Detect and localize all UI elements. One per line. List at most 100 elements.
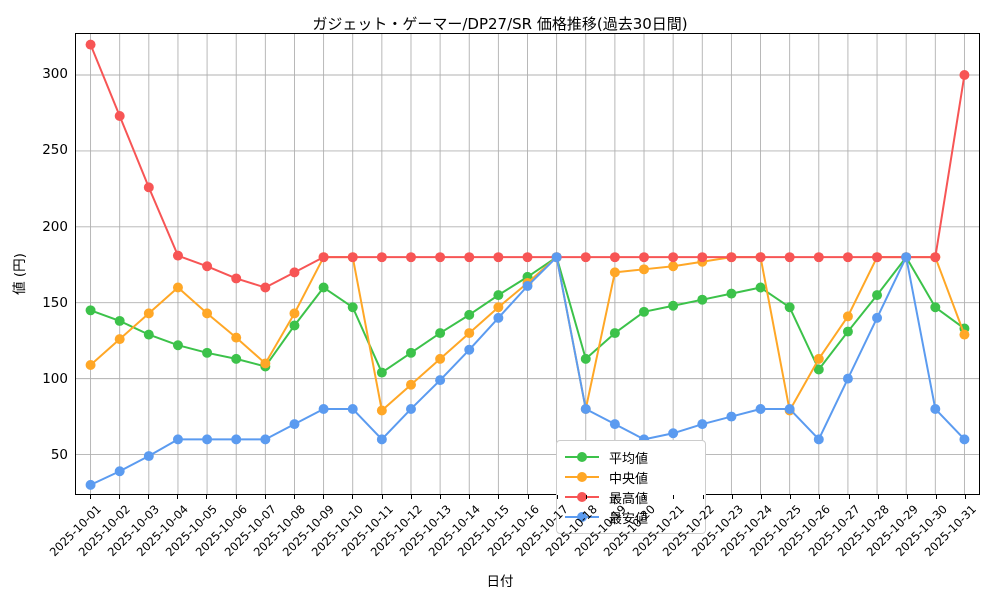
- legend-swatch-icon: [565, 510, 599, 524]
- data-point: [697, 294, 708, 305]
- data-point: [376, 434, 387, 445]
- data-point: [609, 252, 620, 263]
- x-tick-mark: [790, 495, 792, 499]
- data-point: [114, 334, 125, 345]
- data-point: [726, 288, 737, 299]
- legend-item[interactable]: 中央値: [565, 467, 697, 487]
- data-point: [202, 347, 213, 358]
- chart-legend: 平均値中央値 最高値最安値: [556, 440, 706, 534]
- x-tick-mark: [644, 495, 646, 499]
- data-point: [609, 328, 620, 339]
- data-point: [609, 267, 620, 278]
- data-point: [551, 252, 562, 263]
- data-point: [376, 367, 387, 378]
- data-point: [172, 282, 183, 293]
- data-point: [493, 290, 504, 301]
- x-tick-mark: [702, 495, 704, 499]
- data-point: [172, 434, 183, 445]
- data-point: [405, 379, 416, 390]
- data-point: [347, 404, 358, 414]
- data-point: [668, 300, 679, 311]
- x-tick-mark: [761, 495, 763, 499]
- x-tick-mark: [877, 495, 879, 499]
- x-tick-mark: [177, 495, 179, 499]
- legend-label: 中央値: [609, 471, 649, 487]
- data-point: [260, 358, 271, 369]
- y-axis-ticks: 50 100 150 200 250 300: [10, 33, 82, 495]
- legend-swatch-icon: [565, 450, 599, 464]
- data-point: [202, 261, 213, 272]
- data-point: [813, 434, 824, 445]
- x-tick-mark: [147, 495, 149, 499]
- data-point: [842, 373, 853, 384]
- data-point: [697, 419, 708, 430]
- data-point: [405, 252, 416, 263]
- legend-label: 最安値: [609, 511, 649, 527]
- legend-swatch-icon: [565, 490, 599, 504]
- series-4: [85, 252, 970, 490]
- data-point: [726, 411, 737, 422]
- y-tick-label: 200: [42, 218, 68, 235]
- data-point: [289, 320, 300, 331]
- y-tick-label: 50: [50, 447, 68, 464]
- legend-item[interactable]: 最高値: [565, 487, 697, 507]
- data-point: [202, 308, 213, 319]
- data-point: [930, 404, 941, 414]
- x-tick-mark: [907, 495, 909, 499]
- data-point: [318, 252, 329, 263]
- data-point: [522, 281, 533, 291]
- data-point: [405, 404, 416, 414]
- data-point: [435, 252, 446, 263]
- data-point: [405, 347, 416, 358]
- data-point: [435, 375, 446, 386]
- data-point: [639, 252, 650, 263]
- data-point: [784, 404, 795, 414]
- y-tick-label: 300: [42, 66, 68, 83]
- x-tick-mark: [848, 495, 850, 499]
- data-point: [522, 252, 533, 263]
- data-point: [784, 252, 795, 263]
- data-point: [289, 419, 300, 430]
- data-point: [639, 306, 650, 317]
- data-point: [172, 340, 183, 351]
- data-point: [813, 364, 824, 375]
- data-point: [231, 353, 242, 364]
- data-point: [872, 312, 883, 323]
- legend-item[interactable]: 平均値: [565, 447, 697, 467]
- legend-label: 平均値: [609, 451, 649, 467]
- data-point: [85, 305, 96, 316]
- series-3: [85, 39, 970, 293]
- data-point: [639, 264, 650, 275]
- data-point: [755, 252, 766, 263]
- data-point: [609, 419, 620, 430]
- data-point: [930, 302, 941, 313]
- data-point: [493, 302, 504, 313]
- data-point: [580, 353, 591, 364]
- legend-item[interactable]: 最安値: [565, 507, 697, 527]
- data-point: [668, 252, 679, 263]
- data-point: [726, 252, 737, 263]
- x-tick-mark: [439, 495, 441, 499]
- y-tick-label: 100: [42, 371, 68, 388]
- data-point: [114, 111, 125, 121]
- data-point: [959, 434, 970, 445]
- data-point: [231, 434, 242, 445]
- data-point: [813, 353, 824, 364]
- legend-swatch-icon: [565, 470, 599, 484]
- data-point: [289, 308, 300, 319]
- series-layer: [85, 39, 970, 490]
- data-point: [464, 252, 475, 263]
- x-tick-mark: [556, 495, 558, 499]
- data-point: [202, 434, 213, 445]
- data-point: [143, 182, 154, 193]
- data-point: [85, 359, 96, 370]
- data-point: [85, 479, 96, 490]
- x-tick-mark: [235, 495, 237, 499]
- data-point: [318, 404, 329, 414]
- y-tick-label: 250: [42, 142, 68, 159]
- data-point: [318, 282, 329, 293]
- data-point: [842, 326, 853, 337]
- x-tick-mark: [206, 495, 208, 499]
- x-tick-mark: [731, 495, 733, 499]
- data-point: [143, 329, 154, 340]
